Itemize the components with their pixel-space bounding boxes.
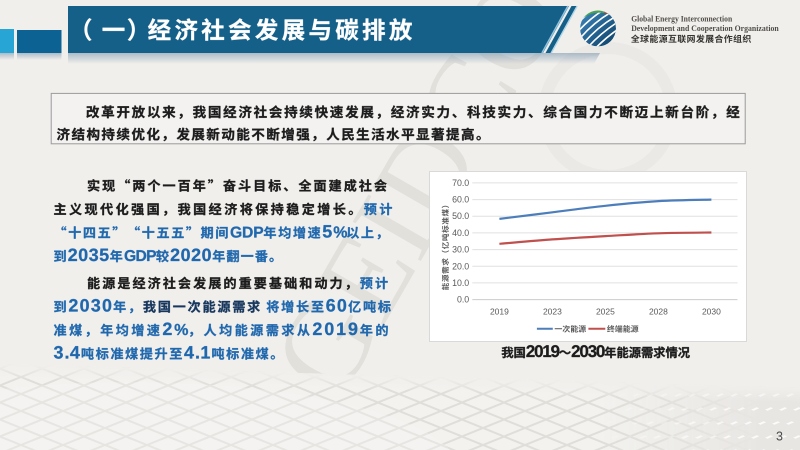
svg-text:2019: 2019 [490, 307, 509, 317]
svg-text:Development and Cooperation Or: Development and Cooperation Organization [631, 24, 779, 33]
svg-text:70.0: 70.0 [452, 178, 469, 188]
svg-text:3: 3 [776, 430, 783, 444]
svg-text:60.0: 60.0 [452, 195, 469, 205]
svg-text:0.0: 0.0 [457, 295, 469, 305]
svg-text:50.0: 50.0 [452, 211, 469, 221]
svg-text:20.0: 20.0 [452, 261, 469, 271]
svg-text:2030: 2030 [702, 307, 721, 317]
svg-text:2023: 2023 [543, 307, 562, 317]
svg-text:2025: 2025 [596, 307, 615, 317]
svg-text:40.0: 40.0 [452, 228, 469, 238]
svg-text:Global Energy Interconnection: Global Energy Interconnection [631, 14, 732, 23]
svg-text:30.0: 30.0 [452, 245, 469, 255]
svg-text:10.0: 10.0 [452, 278, 469, 288]
svg-text:2028: 2028 [649, 307, 668, 317]
